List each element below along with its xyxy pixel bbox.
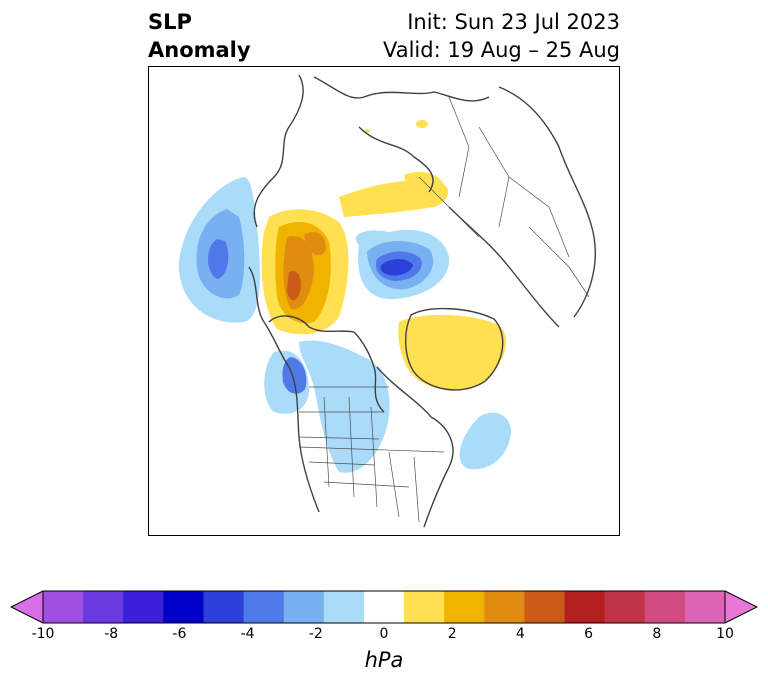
colorbar-left-arrow	[10, 590, 44, 624]
colorbar-outline	[42, 590, 726, 624]
colorbar-segment	[363, 591, 405, 623]
colorbar-tick-label: 4	[515, 626, 525, 642]
colorbar-segment	[163, 591, 204, 623]
small-positive-anomaly	[416, 120, 428, 128]
coastlines	[248, 74, 596, 528]
country-borders	[298, 96, 590, 523]
colorbar-segment	[564, 591, 606, 623]
pacific-negative-anomaly	[178, 177, 260, 323]
colorbar-ticks: -10 -8 -6 -4 -2 0 2 4 6 8 10	[0, 626, 768, 648]
colorbar-tick-label: -2	[308, 626, 323, 642]
colorbar-tick-label: 6	[584, 626, 594, 642]
map-panel	[148, 66, 620, 536]
colorbar-tick-label: 10	[716, 626, 734, 642]
colorbar-segment	[684, 591, 726, 623]
colorbar-tick-label: 0	[379, 626, 389, 642]
colorbar-segment	[123, 591, 164, 623]
colorbar-extend-min	[11, 591, 43, 623]
canada-positive-anomaly	[261, 172, 449, 335]
colorbar-tick-label: -8	[104, 626, 119, 642]
colorbar-tick-label: -4	[240, 626, 255, 642]
colorbar-segment	[243, 591, 285, 623]
colorbar-segment	[203, 591, 245, 623]
north-america-negative-anomaly	[264, 340, 390, 473]
colorbar-segment	[323, 591, 365, 623]
atlantic-negative-anomaly	[459, 412, 511, 470]
date-info: Init: Sun 23 Jul 2023 Valid: 19 Aug – 25…	[383, 8, 620, 64]
valid-period-label: Valid: 19 Aug – 25 Aug	[382, 38, 620, 62]
colorbar-segment	[484, 591, 525, 623]
colorbar-extend-max	[725, 591, 757, 623]
anomaly-map	[178, 74, 596, 528]
colorbar-unit-label: hPa	[364, 648, 404, 672]
colorbar-segments	[11, 591, 757, 623]
title-line-1: SLP	[148, 10, 192, 34]
colorbar-right-arrow	[724, 590, 758, 624]
colorbar-segment	[404, 591, 445, 623]
map-title: SLP Anomaly	[148, 8, 251, 64]
colorbar-tick-label: 8	[652, 626, 662, 642]
colorbar-segment	[43, 591, 84, 623]
colorbar-segment	[83, 591, 124, 623]
colorbar-tick-label: 2	[447, 626, 457, 642]
colorbar-segment	[444, 591, 485, 623]
title-line-2: Anomaly	[148, 38, 251, 62]
colorbar-segment	[644, 591, 686, 623]
colorbar-tick-label: -6	[172, 626, 187, 642]
init-date-label: Init: Sun 23 Jul 2023	[407, 10, 620, 34]
colorbar	[10, 590, 758, 624]
greenland-positive-anomaly	[398, 314, 507, 391]
colorbar-segment	[283, 591, 325, 623]
colorbar-tick-label: -10	[31, 626, 55, 642]
colorbar-segment	[524, 591, 566, 623]
arctic-negative-anomaly	[355, 229, 450, 300]
colorbar-segment	[604, 591, 646, 623]
